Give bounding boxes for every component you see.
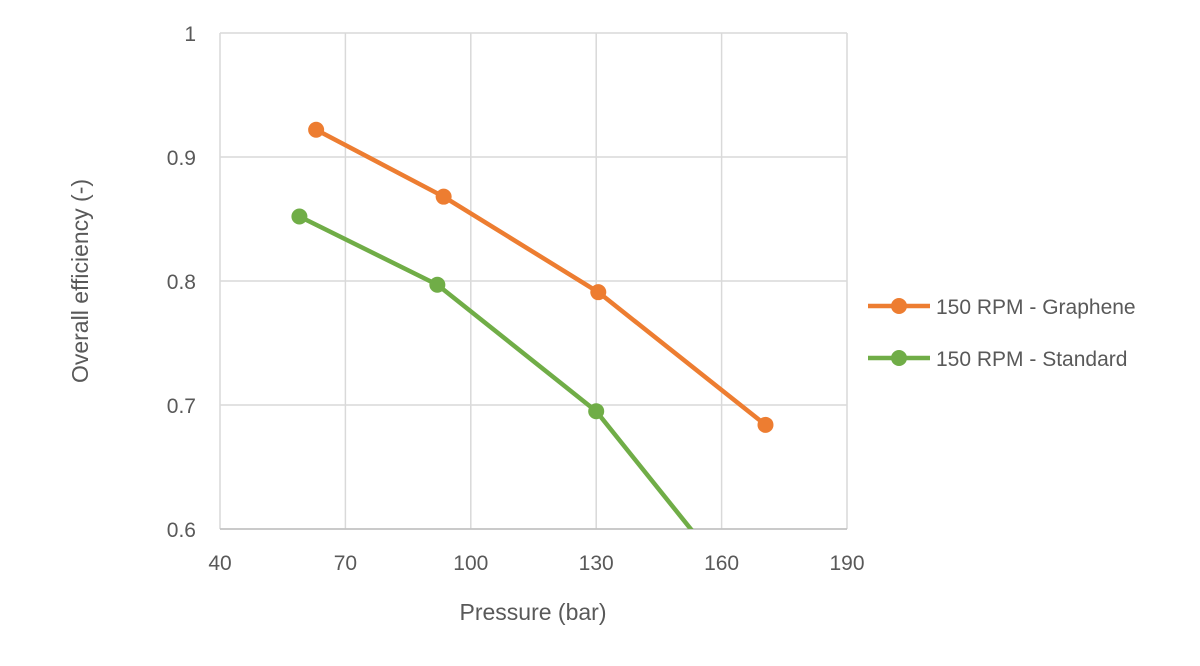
x-tick-label: 130 [579, 552, 614, 575]
y-axis-title: Overall efficiency (-) [67, 179, 93, 383]
data-point [429, 276, 446, 293]
x-tick-label: 100 [453, 552, 488, 575]
legend-swatch-marker [891, 350, 907, 366]
y-tick-label: 0.6 [167, 519, 196, 542]
legend-item: 150 RPM - Standard [868, 348, 1127, 371]
y-tick-label: 0.9 [167, 147, 196, 170]
tick-labels: 40 70 100 130 160 190 0.6 0.7 0.8 0.9 1 [167, 23, 865, 575]
data-point [757, 416, 774, 433]
y-tick-label: 0.8 [167, 271, 196, 294]
x-tick-label: 160 [704, 552, 739, 575]
x-tick-label: 70 [334, 552, 357, 575]
marker-layer [291, 121, 774, 433]
series-line-1 [297, 214, 694, 529]
x-tick-label: 40 [208, 552, 231, 575]
data-point [588, 403, 605, 420]
y-tick-label: 1 [184, 23, 196, 46]
data-point [308, 121, 325, 138]
x-axis-title: Pressure (bar) [460, 599, 607, 625]
y-tick-label: 0.7 [167, 395, 196, 418]
data-point [435, 188, 452, 205]
series-line-0 [313, 127, 768, 428]
legend: 150 RPM - Graphene 150 RPM - Standard [868, 296, 1136, 371]
legend-label: 150 RPM - Standard [936, 348, 1127, 371]
data-point [291, 208, 308, 225]
legend-label: 150 RPM - Graphene [936, 296, 1136, 319]
legend-item: 150 RPM - Graphene [868, 296, 1136, 319]
legend-swatch-marker [891, 298, 907, 314]
x-tick-label: 190 [829, 552, 864, 575]
series-layer [297, 127, 768, 529]
data-point [590, 284, 607, 301]
gridlines [219, 32, 848, 530]
